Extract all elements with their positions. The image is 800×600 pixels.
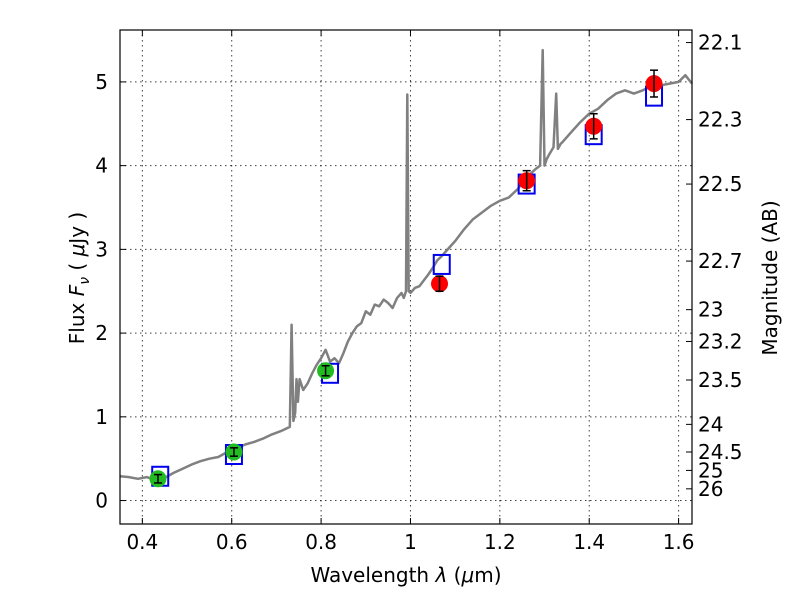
x-tick-label: 1.2 — [484, 530, 516, 554]
y2-tick-label: 24 — [698, 412, 723, 436]
model-square — [432, 253, 451, 275]
x-tick-label: 0.8 — [305, 530, 337, 554]
observed-points-layer — [149, 69, 663, 488]
y2-tick-label: 22.5 — [698, 172, 743, 196]
x-tick-label: 0.6 — [216, 530, 248, 554]
y2-tick-label: 22.3 — [698, 108, 743, 132]
y-axis-label: Flux Fν ( μJy ) — [65, 212, 93, 344]
y-tick-label: 5 — [95, 70, 108, 94]
x-tick-label: 0.4 — [126, 530, 158, 554]
y2-tick-label: 22.7 — [698, 249, 743, 273]
y2-axis-label: Magnitude (AB) — [758, 200, 782, 355]
y-tick-label: 3 — [95, 237, 108, 261]
y2-tick-label: 23.5 — [698, 368, 743, 392]
x-tick-label: 1.6 — [663, 530, 695, 554]
spectrum-layer — [119, 48, 693, 482]
y-tick-label: 0 — [95, 489, 108, 513]
spectrum-line — [119, 48, 693, 482]
y-tick-label: 1 — [95, 405, 108, 429]
x-tick-label: 1 — [404, 530, 417, 554]
x-axis-ticks: 0.4 0.6 0.8 1 1.2 1.4 1.6 — [126, 30, 695, 554]
y2-tick-label: 22.1 — [698, 31, 743, 55]
x-tick-label: 1.4 — [573, 530, 605, 554]
y-tick-label: 4 — [95, 154, 108, 178]
y-axis-ticks: 0 1 2 3 4 5 — [95, 70, 126, 513]
y2-tick-label: 26 — [698, 477, 723, 501]
y-tick-label: 2 — [95, 321, 108, 345]
plot-frame — [119, 29, 693, 525]
y2-tick-label: 25 — [698, 458, 723, 482]
y2-tick-label: 23.2 — [698, 329, 743, 353]
y2-tick-label: 24.5 — [698, 440, 743, 464]
x-axis-label: Wavelength λ (μm) — [310, 563, 501, 587]
y2-tick-label: 23 — [698, 298, 723, 322]
